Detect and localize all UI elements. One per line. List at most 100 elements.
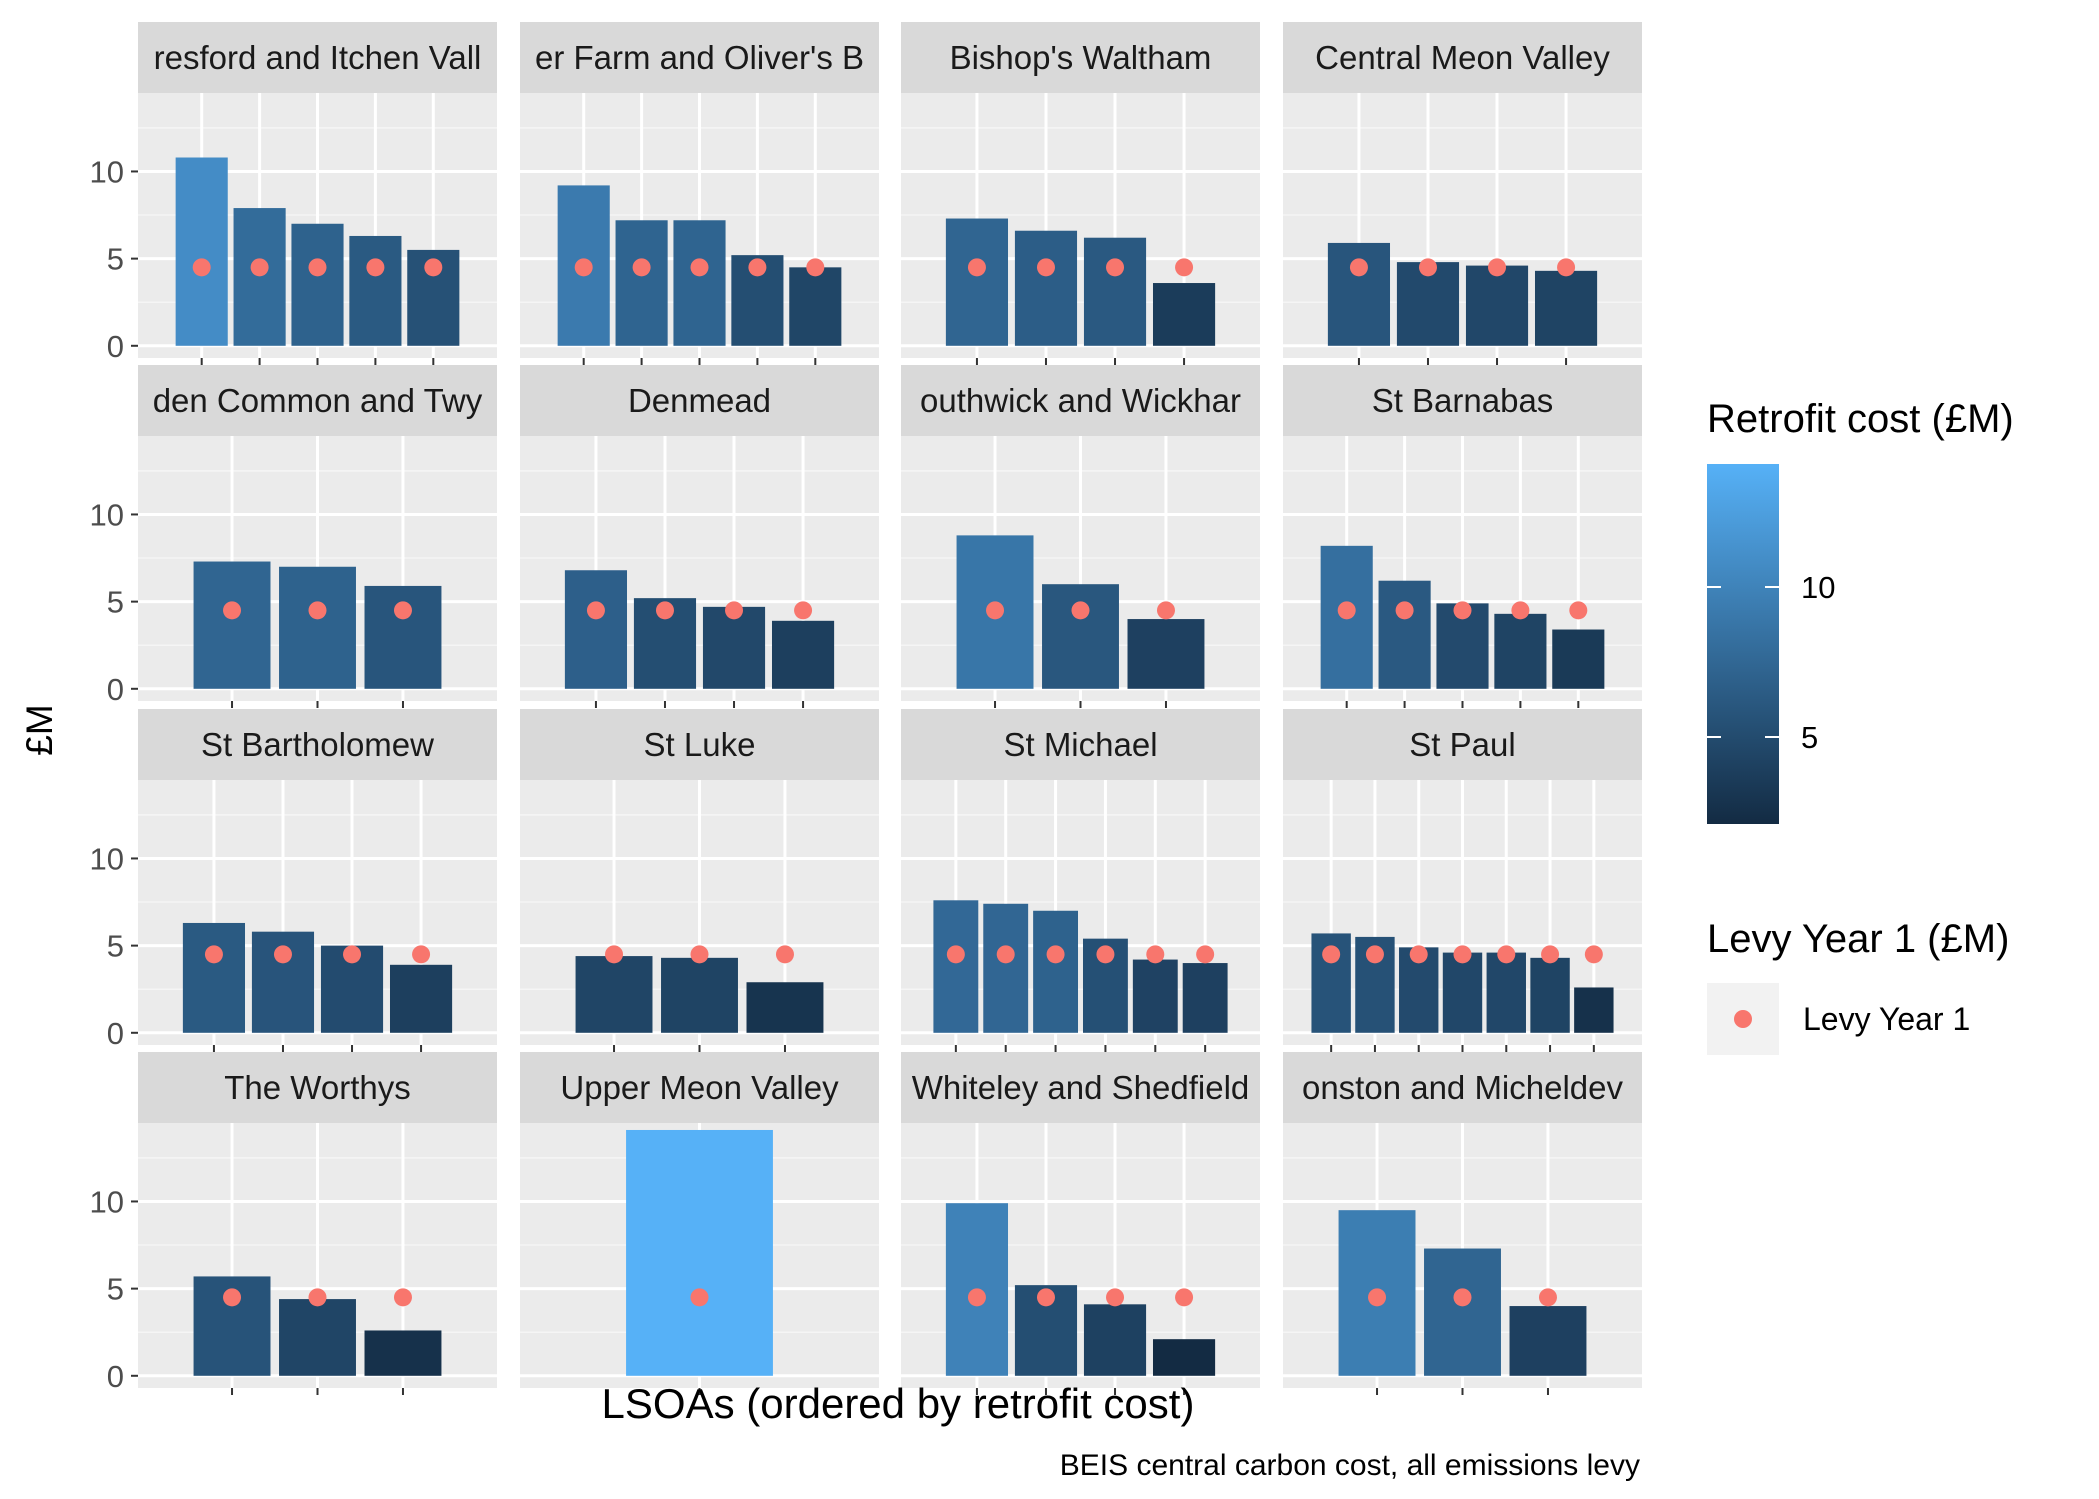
y-tick-label: 5: [107, 242, 124, 277]
levy-point: [775, 945, 794, 964]
retrofit-bar: [626, 1129, 773, 1376]
retrofit-bar: [1152, 283, 1216, 346]
levy-point: [1453, 601, 1472, 620]
levy-point: [1175, 1288, 1194, 1307]
levy-point: [748, 258, 767, 277]
levy-point: [1368, 1288, 1387, 1307]
retrofit-bar: [1083, 237, 1147, 346]
levy-point: [1538, 1288, 1557, 1307]
levy-point: [1418, 258, 1437, 277]
y-tick-label: 5: [107, 1272, 124, 1307]
retrofit-bar: [349, 235, 402, 346]
retrofit-bar: [279, 566, 356, 689]
levy-point: [223, 1288, 242, 1307]
facet-title: Upper Meon Valley: [560, 1069, 839, 1106]
levy-point: [1156, 601, 1175, 620]
facet-title: The Worthys: [224, 1069, 410, 1106]
retrofit-bar: [1494, 613, 1547, 689]
facet-strip: [1283, 365, 1642, 436]
levy-point: [1036, 258, 1055, 277]
levy-point: [725, 601, 744, 620]
levy-point: [806, 258, 825, 277]
facet-panel: The Worthys 0 5 10: [90, 1052, 497, 1395]
retrofit-bar: [1465, 265, 1529, 346]
levy-point: [366, 258, 385, 277]
levy-point: [1322, 945, 1341, 964]
levy-point: [273, 945, 292, 964]
facet-title: den Common and Twy: [153, 382, 483, 419]
levy-point: [605, 945, 624, 964]
retrofit-bar: [1530, 957, 1570, 1033]
facet-title: Denmead: [628, 382, 771, 419]
levy-point: [1337, 601, 1356, 620]
levy-point: [1349, 258, 1368, 277]
facet-panel: den Common and Twy 0 5 10: [90, 365, 497, 708]
levy-point: [1106, 258, 1125, 277]
levy-point: [1096, 945, 1115, 964]
retrofit-bar: [789, 267, 842, 346]
facet-panel: St Michael: [901, 709, 1260, 1052]
retrofit-bar: [1486, 952, 1526, 1033]
levy-point: [690, 1288, 709, 1307]
y-tick-label: 0: [107, 1359, 124, 1394]
y-tick-label: 10: [90, 154, 124, 189]
levy-point: [1395, 601, 1414, 620]
facet-title: St Bartholomew: [201, 726, 434, 763]
legend: Retrofit cost (£M) 510 Levy Year 1 (£M) …: [1707, 397, 2014, 1055]
levy-point: [996, 945, 1015, 964]
retrofit-bar: [983, 903, 1029, 1033]
y-tick-label: 10: [90, 841, 124, 876]
levy-point: [1175, 258, 1194, 277]
retrofit-bar: [1509, 1306, 1587, 1376]
y-tick-label: 5: [107, 929, 124, 964]
facet-title: onston and Micheldev: [1302, 1069, 1624, 1106]
facet-strip: [1283, 709, 1642, 780]
retrofit-bar: [746, 982, 824, 1033]
facet-title: Whiteley and Shedfield: [912, 1069, 1250, 1106]
facet-panel: Bishop's Waltham: [901, 22, 1260, 365]
retrofit-bar: [1574, 987, 1614, 1033]
levy-point: [1036, 1288, 1055, 1307]
levy-point: [192, 258, 211, 277]
levy-point: [1071, 601, 1090, 620]
facet-strip: [901, 1052, 1260, 1123]
facet-strip: [1283, 1052, 1642, 1123]
facet-strip: [901, 22, 1260, 93]
facet-title: St Michael: [1003, 726, 1157, 763]
levy-point: [393, 601, 412, 620]
facet-strip: [520, 365, 879, 436]
retrofit-bar: [661, 957, 738, 1033]
retrofit-bar: [673, 220, 726, 346]
retrofit-bar: [702, 606, 766, 689]
levy-point: [1146, 945, 1165, 964]
levy-point: [1196, 945, 1215, 964]
facet-strip: [520, 709, 879, 780]
levy-point: [308, 601, 327, 620]
facet-panel: St Paul: [1283, 709, 1642, 1052]
fill-legend-title: Retrofit cost (£M): [1707, 397, 2014, 441]
y-tick-label: 5: [107, 585, 124, 620]
facet-panel: Upper Meon Valley: [520, 1052, 879, 1395]
levy-point: [412, 945, 431, 964]
facet-strip: [138, 1052, 497, 1123]
levy-point: [393, 1288, 412, 1307]
levy-point: [223, 601, 242, 620]
facet-strip: [138, 365, 497, 436]
levy-point: [1541, 945, 1560, 964]
retrofit-bar: [1127, 619, 1205, 689]
levy-point: [343, 945, 362, 964]
levy-point: [424, 258, 443, 277]
levy-point: [690, 258, 709, 277]
retrofit-bar: [1182, 963, 1228, 1033]
levy-point: [655, 601, 674, 620]
facet-title: Central Meon Valley: [1315, 39, 1610, 76]
facet-panel: St Bartholomew 0 5 10: [90, 709, 497, 1052]
retrofit-bar: [1424, 1248, 1501, 1376]
retrofit-bar: [193, 561, 271, 689]
facet-strip: [138, 22, 497, 93]
y-tick-label: 0: [107, 329, 124, 364]
fill-legend-colorbar: [1707, 464, 1779, 824]
retrofit-bar: [1552, 629, 1605, 689]
fill-legend-ticks: 5 10: [1707, 570, 1835, 755]
levy-point: [308, 258, 327, 277]
